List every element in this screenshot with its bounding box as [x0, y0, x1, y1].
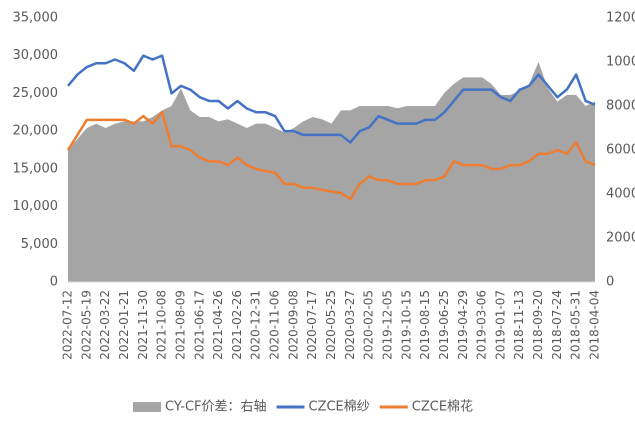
x-tick-label: 2020-03-27 [343, 290, 357, 360]
x-tick-label: 2019-06-25 [437, 290, 451, 360]
x-tick-label: 2021-02-26 [230, 290, 244, 360]
line [66, 111, 596, 201]
x-tick-label: 2018-04-04 [588, 290, 602, 360]
x-tick-label: 2019-01-07 [493, 290, 507, 360]
line [67, 54, 596, 144]
x-tick-label: 2018-05-31 [569, 290, 583, 360]
x-tick-label: 2022-03-22 [98, 290, 112, 360]
y-tick-label: 35,000 [13, 11, 59, 26]
x-tick-label: 2020-02-05 [362, 290, 376, 360]
x-tick-label: 2021-06-17 [192, 290, 206, 360]
legend-label: CY-CF价差：右轴 [165, 400, 267, 415]
x-tick-label: 2019-03-06 [475, 290, 489, 360]
y2-tick-label: 6000 [606, 143, 635, 158]
x-tick-label: 2021-11-30 [136, 290, 150, 360]
x-tick-label: 2020-11-06 [268, 290, 282, 360]
x-tick-label: 2021-04-26 [211, 290, 225, 360]
x-tick-label: 2019-10-15 [399, 290, 413, 360]
y-tick-label: 30,000 [13, 48, 59, 63]
y-tick-label: 15,000 [13, 161, 59, 176]
y-tick-label: 10,000 [13, 199, 59, 214]
legend: CY-CF价差：右轴 CZCE棉纱 CZCE棉花 [133, 399, 473, 415]
x-tick-label: 2022-01-21 [117, 290, 131, 360]
y2-tick-label: 8000 [606, 99, 635, 114]
y2-tick-label: 0 [606, 275, 614, 290]
y2-tick-label: 2000 [606, 231, 635, 246]
x-tick-label: 2021-10-08 [155, 290, 169, 360]
x-tick-label: 2022-05-19 [79, 290, 93, 360]
legend-swatch [133, 402, 161, 412]
y-tick-label: 5,000 [21, 237, 58, 252]
x-tick-label: 2020-12-31 [249, 290, 263, 360]
x-tick-label: 2018-09-20 [531, 290, 545, 360]
x-tick-label: 2019-08-15 [418, 290, 432, 360]
y2-tick-label: 4000 [606, 187, 635, 202]
y-tick-label: 0 [50, 275, 58, 290]
legend-label: CZCE棉花 [412, 399, 473, 415]
x-tick-label: 2021-08-09 [173, 290, 187, 360]
x-tick-label: 2018-07-24 [550, 290, 564, 360]
x-tick-label: 2019-12-05 [380, 290, 394, 360]
x-tick-label: 2022-07-12 [61, 290, 75, 360]
x-tick-label: 2020-05-25 [324, 290, 338, 360]
y2-tick-label: 10000 [606, 55, 635, 70]
x-tick-label: 2020-09-08 [286, 290, 300, 360]
y-tick-label: 20,000 [13, 124, 59, 139]
y2-tick-label: 12000 [606, 11, 635, 26]
x-tick-label: 2020-07-17 [305, 290, 319, 360]
y-tick-label: 25,000 [13, 86, 59, 101]
x-tick-label: 2019-04-29 [456, 290, 470, 360]
x-tick-label: 2018-11-13 [512, 290, 526, 360]
area [68, 62, 595, 282]
legend-label: CZCE棉纱 [309, 400, 370, 415]
